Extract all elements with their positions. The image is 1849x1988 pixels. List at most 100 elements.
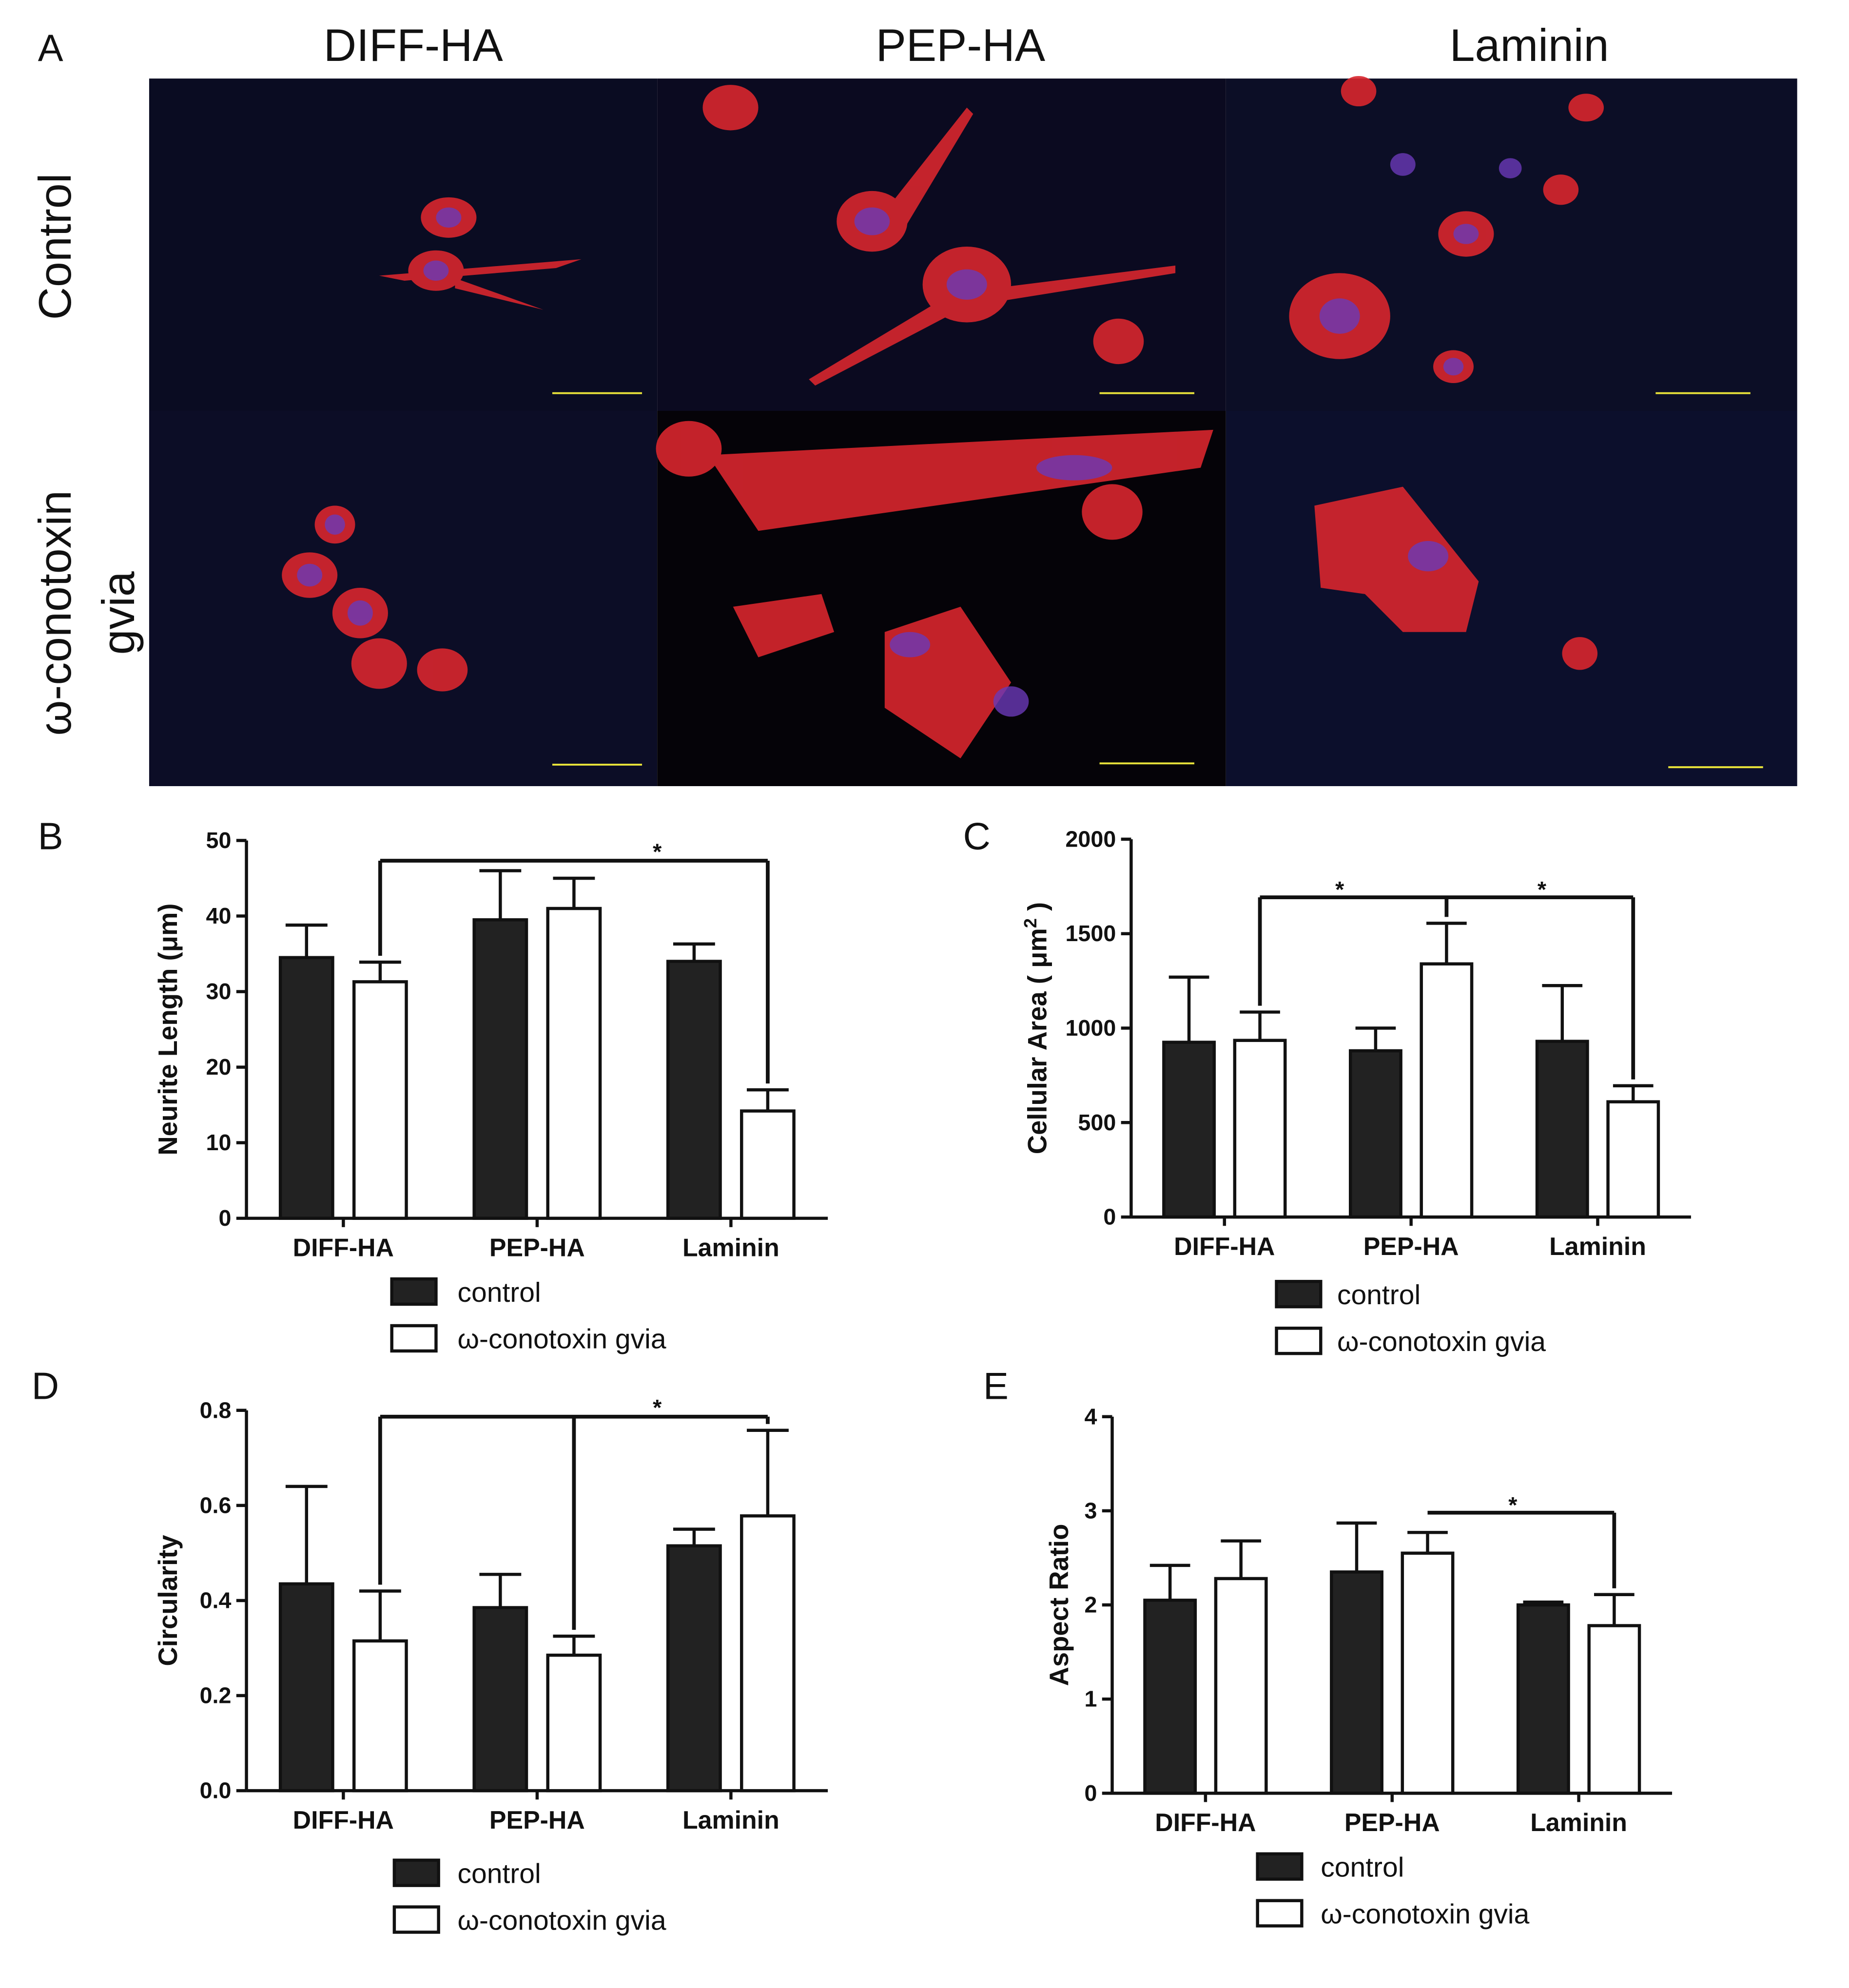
y-tick-label: 20 — [206, 1054, 232, 1080]
y-tick-label: 0 — [1103, 1204, 1116, 1230]
bar — [1143, 1599, 1197, 1795]
x-tick-label: DIFF-HA — [293, 1806, 394, 1834]
significance-star: * — [653, 1395, 662, 1420]
bar — [1420, 962, 1474, 1219]
bar — [1587, 1624, 1641, 1795]
bar — [278, 1582, 334, 1793]
x-tick-label: Laminin — [1549, 1232, 1646, 1260]
y-tick-label: 1500 — [1065, 921, 1116, 946]
x-tick-label: PEP-HA — [489, 1806, 585, 1834]
y-tick-label: 0 — [1084, 1780, 1097, 1806]
y-tick-label: 10 — [206, 1130, 232, 1155]
y-axis-label-text: Neurite Length (μm) — [153, 903, 183, 1155]
y-tick-label: 0 — [218, 1205, 231, 1231]
y-tick-label: 0.8 — [200, 1397, 232, 1423]
legend-label: control — [458, 1277, 541, 1308]
y-axis-label-sup: 2 — [1020, 918, 1040, 928]
y-tick-label: 4 — [1084, 1404, 1097, 1429]
y-tick-label: 3 — [1084, 1498, 1097, 1523]
y-axis-label-end: ) — [1023, 902, 1052, 918]
y-tick-label: 500 — [1078, 1110, 1116, 1135]
legend-swatch — [392, 1858, 440, 1887]
bar — [352, 980, 408, 1220]
legend-label: control — [1337, 1279, 1421, 1311]
y-axis-label: Circularity — [153, 1535, 183, 1666]
legend-swatch — [392, 1905, 440, 1934]
x-tick-label: DIFF-HA — [1155, 1808, 1256, 1836]
bar — [472, 1606, 528, 1793]
bar — [666, 960, 722, 1220]
bar — [1233, 1039, 1287, 1219]
y-tick-label: 30 — [206, 979, 232, 1004]
y-tick-label: 0.2 — [200, 1683, 232, 1708]
bar — [1162, 1041, 1216, 1219]
row-title: gvia — [93, 571, 144, 655]
legend-label: ω-conotoxin gvia — [1337, 1326, 1546, 1357]
bar — [352, 1639, 408, 1793]
x-tick-label: Laminin — [682, 1233, 779, 1261]
y-axis-label: Cellular Area ( μm2 ) — [1020, 902, 1052, 1154]
legend-label: ω-conotoxin gvia — [458, 1905, 666, 1936]
panel-label: B — [38, 816, 63, 858]
legend-swatch — [1275, 1280, 1323, 1309]
legend-swatch — [1256, 1899, 1304, 1928]
bar — [740, 1109, 796, 1220]
micrographs — [149, 76, 1797, 787]
panel-label: D — [32, 1365, 59, 1407]
y-tick-label: 40 — [206, 903, 232, 928]
bar — [740, 1514, 796, 1793]
bar — [472, 918, 528, 1220]
legend-swatch — [390, 1277, 438, 1306]
legend-swatch — [390, 1324, 438, 1353]
bar — [1606, 1100, 1660, 1219]
significance-star: * — [1538, 877, 1547, 902]
y-axis-label-text: Circularity — [153, 1535, 183, 1666]
y-tick-label: 0.6 — [200, 1492, 232, 1518]
x-tick-label: PEP-HA — [1344, 1808, 1440, 1836]
panel-label: E — [983, 1365, 1009, 1407]
bar — [1348, 1049, 1402, 1219]
panel-label: A — [38, 27, 63, 69]
x-tick-label: Laminin — [682, 1806, 779, 1834]
legend-swatch — [1256, 1852, 1304, 1881]
y-axis-label-text: Aspect Ratio — [1044, 1524, 1074, 1686]
bar — [1330, 1570, 1383, 1795]
x-tick-label: Laminin — [1530, 1808, 1627, 1836]
x-tick-label: DIFF-HA — [1174, 1232, 1275, 1260]
y-tick-label: 0.0 — [200, 1778, 232, 1803]
y-axis-label-text: Cellular Area ( μm — [1023, 928, 1052, 1154]
bar — [1535, 1040, 1589, 1219]
y-tick-label: 0.4 — [200, 1588, 232, 1613]
y-axis-label: Neurite Length (μm) — [153, 903, 183, 1155]
panel-label: C — [963, 816, 991, 858]
column-title: Laminin — [1450, 20, 1609, 71]
x-tick-label: PEP-HA — [1363, 1232, 1459, 1260]
y-axis-label: Aspect Ratio — [1044, 1524, 1074, 1686]
x-tick-label: PEP-HA — [489, 1233, 585, 1261]
y-tick-label: 1000 — [1065, 1015, 1116, 1041]
bar — [546, 907, 602, 1220]
significance-star: * — [653, 839, 662, 864]
bar — [278, 956, 334, 1220]
row-title: Control — [30, 174, 80, 320]
column-title: DIFF-HA — [324, 20, 504, 71]
significance-star: * — [1335, 877, 1344, 902]
bar — [1401, 1551, 1455, 1795]
bar — [1516, 1603, 1570, 1795]
row-title: ω-conotoxin — [30, 490, 80, 735]
bar — [666, 1544, 722, 1793]
bar — [546, 1653, 602, 1793]
legend-label: ω-conotoxin gvia — [1321, 1898, 1529, 1930]
x-tick-label: DIFF-HA — [293, 1233, 394, 1261]
y-tick-label: 2 — [1084, 1592, 1097, 1618]
legend-label: control — [1321, 1852, 1404, 1883]
column-title: PEP-HA — [876, 20, 1046, 71]
legend-label: control — [458, 1858, 541, 1889]
legend-swatch — [1275, 1327, 1323, 1355]
significance-star: * — [1508, 1492, 1518, 1518]
y-tick-label: 1 — [1084, 1686, 1097, 1712]
legend-label: ω-conotoxin gvia — [458, 1324, 666, 1355]
y-tick-label: 50 — [206, 828, 232, 853]
y-tick-label: 2000 — [1065, 826, 1116, 851]
